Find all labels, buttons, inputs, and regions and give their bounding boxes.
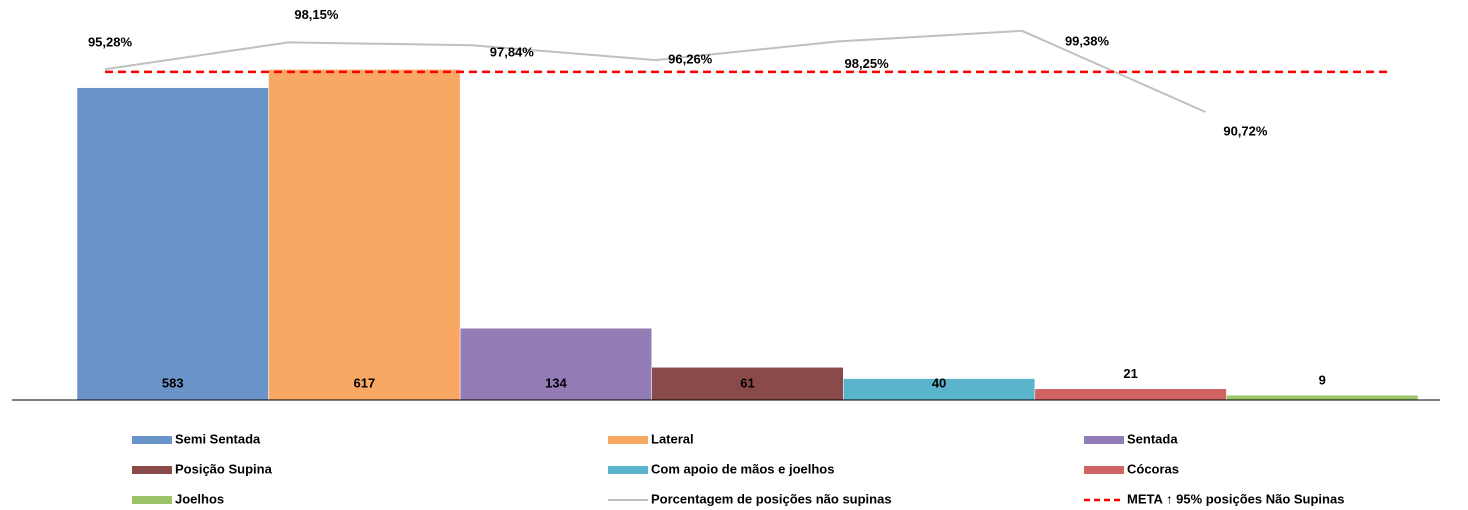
- bar-value-label: 21: [1123, 366, 1137, 381]
- legend-swatch: [608, 436, 648, 444]
- line-value-label: 90,72%: [1223, 123, 1268, 138]
- legend-label: Com apoio de mãos e joelhos: [651, 461, 834, 476]
- bar-value-label: 40: [932, 375, 946, 390]
- line-value-label: 96,26%: [668, 52, 713, 67]
- bar: [76, 87, 269, 401]
- bar-value-label: 9: [1319, 373, 1326, 388]
- bar: [459, 327, 652, 401]
- legend-label: Semi Sentada: [175, 431, 261, 446]
- bar: [268, 69, 461, 401]
- bar-value-label: 617: [354, 375, 376, 390]
- legend-swatch: [1084, 466, 1124, 474]
- legend-swatch: [132, 436, 172, 444]
- bar-value-label: 61: [740, 375, 754, 390]
- bar: [1034, 388, 1227, 401]
- legend-label: Cócoras: [1127, 461, 1179, 476]
- legend-swatch: [608, 466, 648, 474]
- bar-value-label: 134: [545, 375, 567, 390]
- line-value-label: 97,84%: [490, 45, 535, 60]
- legend-swatch: [1084, 436, 1124, 444]
- line-value-label: 99,38%: [1065, 33, 1110, 48]
- legend-swatch: [132, 466, 172, 474]
- legend-label: META ↑ 95% posições Não Supinas: [1127, 491, 1344, 506]
- bar-value-label: 583: [162, 375, 184, 390]
- line-value-label: 95,28%: [88, 35, 133, 50]
- legend-label: Posição Supina: [175, 461, 273, 476]
- legend-label: Porcentagem de posições não supinas: [651, 491, 892, 506]
- line-value-label: 98,15%: [294, 7, 339, 22]
- line-series: [104, 29, 1206, 113]
- bar: [651, 367, 844, 401]
- line-value-label: 98,25%: [845, 56, 890, 71]
- legend-swatch: [132, 496, 172, 504]
- legend-label: Sentada: [1127, 431, 1178, 446]
- legend-label: Joelhos: [175, 491, 224, 506]
- legend-label: Lateral: [651, 431, 694, 446]
- bar: [1226, 394, 1419, 401]
